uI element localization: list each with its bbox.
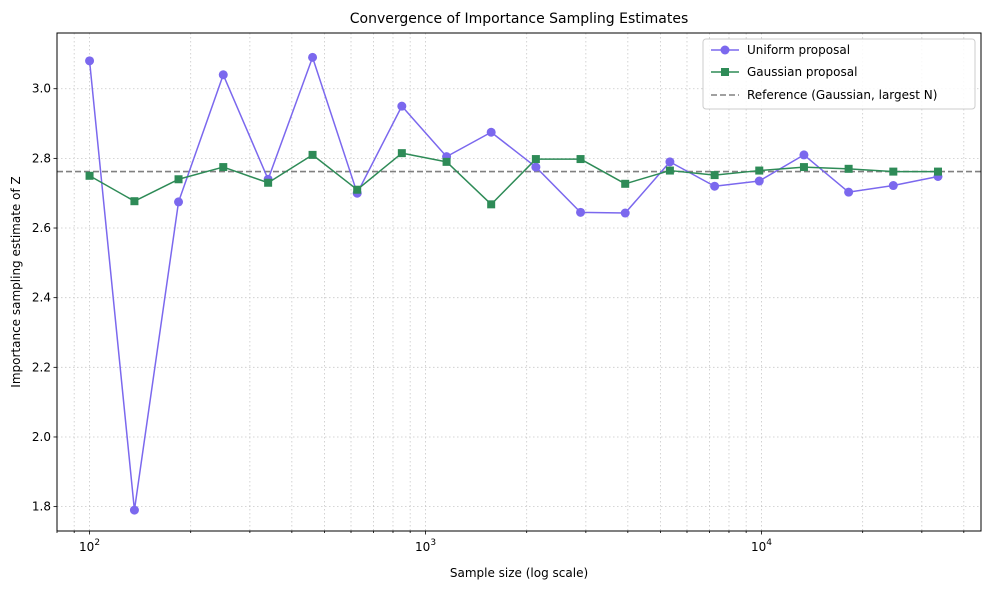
y-tick-label: 1.8 <box>32 500 51 514</box>
legend-label-uniform: Uniform proposal <box>747 43 850 57</box>
data-point-gaussian <box>621 179 630 188</box>
plot-area-frame <box>56 32 982 532</box>
data-point-uniform <box>308 52 318 62</box>
data-point-uniform <box>531 162 541 172</box>
legend-entry-uniform: Uniform proposal <box>711 43 850 57</box>
data-point-gaussian <box>85 171 94 180</box>
data-point-uniform <box>85 56 95 66</box>
data-point-uniform <box>665 157 675 167</box>
legend-label-gaussian: Gaussian proposal <box>747 65 857 79</box>
data-point-gaussian <box>889 167 898 176</box>
data-point-gaussian <box>799 163 808 172</box>
legend-box <box>702 38 976 110</box>
data-point-gaussian <box>755 166 764 175</box>
series-line-gaussian <box>89 152 938 206</box>
data-point-uniform <box>218 70 228 80</box>
data-point-uniform <box>397 101 407 111</box>
x-tick-label: 103 <box>415 538 436 554</box>
y-tick-label: 3.0 <box>32 82 51 96</box>
legend: Uniform proposal Gaussian proposal Refer… <box>702 38 976 110</box>
series-line-uniform <box>88 56 939 511</box>
y-tick-label: 2.4 <box>32 291 51 305</box>
data-point-uniform <box>799 150 809 160</box>
y-tick-label: 2.0 <box>32 430 51 444</box>
data-point-gaussian <box>844 164 853 173</box>
data-point-gaussian <box>531 155 540 164</box>
data-point-gaussian <box>219 163 228 172</box>
y-tick-label: 2.8 <box>32 151 51 165</box>
data-point-gaussian <box>665 166 674 175</box>
series-layer <box>85 52 943 515</box>
axis-ticks: 102 103 104 1.8 2.0 2.2 2.4 2.6 2.8 3.0 <box>32 82 965 554</box>
data-point-uniform <box>129 505 139 515</box>
chart-title: Convergence of Importance Sampling Estim… <box>350 11 689 27</box>
data-point-uniform <box>888 181 898 191</box>
legend-entry-gaussian: Gaussian proposal <box>711 65 857 79</box>
data-point-uniform <box>710 181 720 191</box>
data-point-gaussian <box>130 197 139 206</box>
data-point-uniform <box>620 208 630 218</box>
x-tick-label: 104 <box>751 538 772 554</box>
data-point-gaussian <box>308 150 317 159</box>
data-point-gaussian <box>397 149 406 158</box>
data-point-gaussian <box>264 178 273 187</box>
legend-label-reference: Reference (Gaussian, largest N) <box>747 88 937 102</box>
data-point-uniform <box>576 207 586 217</box>
data-point-uniform <box>844 187 854 197</box>
y-tick-label: 2.6 <box>32 221 51 235</box>
y-axis-label: Importance sampling estimate of Z <box>9 176 23 387</box>
y-tick-label: 2.2 <box>32 360 51 374</box>
data-point-uniform <box>754 176 764 186</box>
data-point-uniform <box>486 127 496 137</box>
data-point-gaussian <box>353 185 362 194</box>
data-point-gaussian <box>933 167 942 176</box>
x-axis-label: Sample size (log scale) <box>450 566 588 580</box>
data-point-gaussian <box>710 171 719 180</box>
legend-swatch-gaussian-marker <box>721 68 729 76</box>
data-point-uniform <box>174 197 184 207</box>
data-point-gaussian <box>576 155 585 164</box>
legend-entry-reference: Reference (Gaussian, largest N) <box>711 88 937 102</box>
data-point-gaussian <box>174 175 183 184</box>
data-point-gaussian <box>442 157 451 166</box>
legend-swatch-uniform-marker <box>720 45 730 55</box>
data-point-gaussian <box>487 200 496 209</box>
x-tick-label: 102 <box>79 538 100 554</box>
